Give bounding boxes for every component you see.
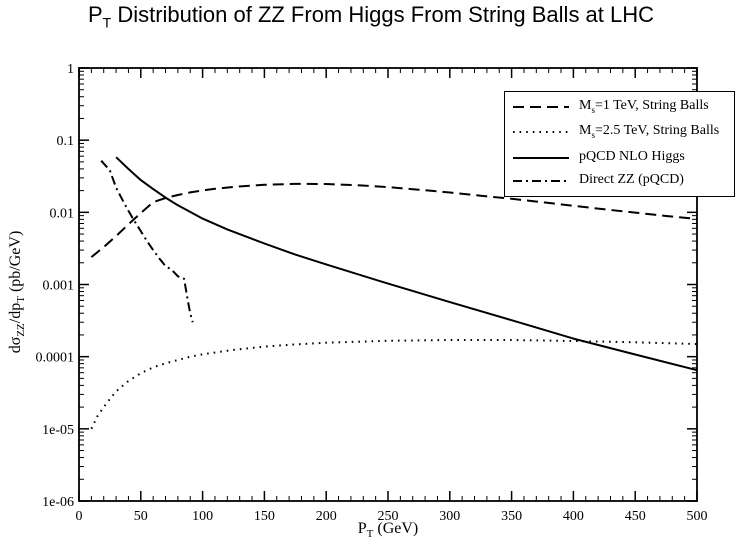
x-tick-label: 200 (316, 509, 337, 524)
series-line-solid (115, 156, 698, 372)
x-tick-label: 350 (501, 509, 522, 524)
x-tick-label: 0 (76, 509, 83, 524)
x-tick-label: 400 (563, 509, 584, 524)
axis-ticks: 0 50 100 150 200 250 300 350 400 450 500 1e-06 1e-05… (36, 62, 708, 524)
x-axis-label: PT (GeV) (357, 520, 419, 541)
x-tick-label: 500 (687, 509, 708, 524)
legend: Ms=1 TeV, String Balls Ms=2.5 TeV, Strin… (504, 91, 735, 197)
legend-entry-ms25: Ms=2.5 TeV, String Balls (511, 121, 733, 141)
y-tick-label: 0.01 (50, 206, 75, 221)
legend-label-ms1: Ms=1 TeV, String Balls (579, 98, 709, 115)
legend-entry-higgs: pQCD NLO Higgs (511, 147, 733, 167)
y-tick-label: 1e-05 (42, 423, 74, 438)
x-tick-label: 150 (254, 509, 275, 524)
legend-entry-ms1: Ms=1 TeV, String Balls (511, 96, 733, 116)
series-line-dashed (90, 182, 698, 258)
x-tick-label: 50 (134, 509, 148, 524)
x-tick-label: 450 (625, 509, 646, 524)
chart-title: PT Distribution of ZZ From Higgs From St… (87, 2, 655, 31)
x-tick-label: 100 (192, 509, 213, 524)
y-tick-label: 0.1 (57, 134, 75, 149)
y-tick-label: 0.0001 (36, 351, 75, 366)
series-lines (90, 156, 698, 430)
legend-label-direct-zz: Direct ZZ (pQCD) (579, 172, 684, 187)
x-tick-label: 300 (439, 509, 460, 524)
y-tick-label: 1e-06 (42, 495, 74, 510)
y-axis-label: dσZZ/dpT (pb/GeV) (6, 230, 28, 354)
legend-swatch-dashed (513, 106, 569, 108)
legend-swatch-solid (513, 157, 569, 159)
series-line-dashdot (100, 160, 194, 323)
legend-swatch-dashdot (513, 180, 569, 182)
legend-label-ms25: Ms=2.5 TeV, String Balls (579, 123, 720, 140)
series-line-dotted (90, 339, 698, 430)
legend-entry-direct-zz: Direct ZZ (pQCD) (511, 170, 733, 190)
legend-swatch-dotted (513, 131, 569, 133)
y-tick-label: 1 (67, 62, 74, 77)
legend-label-higgs: pQCD NLO Higgs (579, 149, 685, 164)
x-tick-label: 250 (378, 509, 399, 524)
y-tick-label: 0.001 (43, 279, 75, 294)
